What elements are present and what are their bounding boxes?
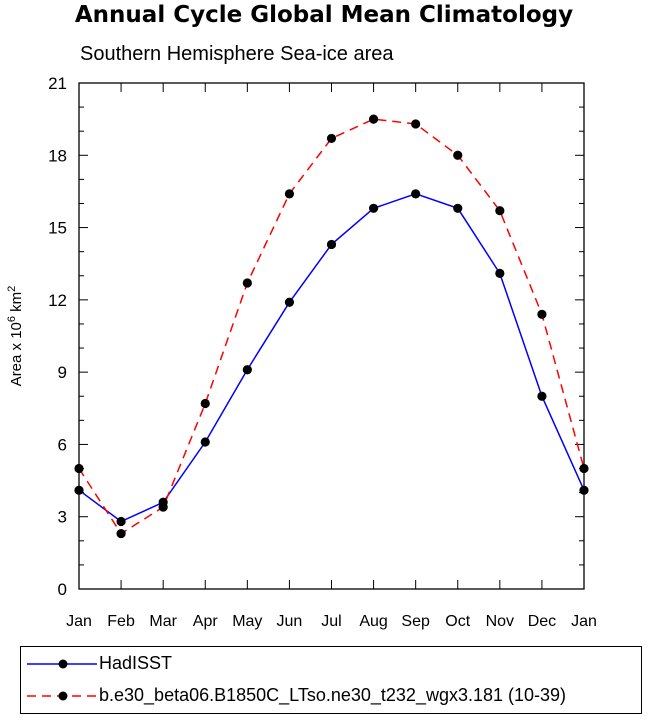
data-point-series-1	[326, 133, 337, 144]
data-point-series-0	[411, 189, 421, 199]
legend-label-hadisst: HadISST	[99, 653, 173, 673]
data-point-series-0	[537, 391, 547, 401]
chart-subtitle: Southern Hemisphere Sea-ice area	[80, 43, 394, 65]
x-tick-label: Jul	[321, 613, 341, 630]
data-point-series-1	[158, 502, 168, 512]
data-point-series-0	[453, 203, 463, 213]
data-point-series-0	[579, 485, 589, 495]
data-point-series-0	[495, 268, 505, 278]
data-point-series-1	[284, 189, 295, 199]
data-point-series-0	[284, 297, 295, 307]
data-point-series-1	[411, 119, 421, 129]
data-point-series-0	[326, 239, 337, 250]
x-tick-label: May	[232, 613, 262, 630]
data-point-series-1	[242, 278, 252, 288]
data-point-series-0	[368, 203, 379, 213]
data-point-series-1	[368, 114, 379, 124]
legend-item-model: b.e30_beta06.B1850C_LTso.ne30_t232_wgx3.…	[21, 681, 641, 711]
data-point-series-1	[495, 206, 505, 216]
plot-frame	[78, 82, 585, 590]
x-tick-label: Jan	[571, 613, 597, 630]
y-tick-label: 9	[58, 363, 67, 382]
x-tick-label: Jun	[277, 613, 303, 630]
x-tick-label: Dec	[528, 613, 556, 630]
x-tick-label: Apr	[193, 613, 219, 630]
chart-title: Annual Cycle Global Mean Climatology	[74, 2, 574, 28]
y-tick-label: 18	[48, 146, 67, 165]
legend-swatch-hadisst	[27, 659, 97, 669]
data-point-series-0	[200, 437, 210, 447]
series-line-1	[78, 118, 585, 535]
x-tick-label: Jan	[66, 613, 92, 630]
data-point-series-1	[579, 463, 589, 474]
y-tick-label: 15	[48, 219, 67, 238]
legend-swatch-model	[27, 691, 97, 701]
x-tick-label: Nov	[486, 613, 514, 630]
data-point-series-0	[116, 516, 126, 527]
data-point-series-0	[74, 485, 84, 495]
data-point-series-1	[453, 150, 463, 160]
x-tick-label: Sep	[401, 613, 430, 630]
y-tick-label: 3	[58, 508, 67, 527]
x-tick-label: Oct	[445, 613, 470, 630]
y-axis-label: Area x 106 km2	[6, 286, 25, 387]
y-tick-label: 6	[58, 435, 67, 454]
data-point-series-1	[74, 463, 84, 474]
data-point-series-0	[242, 365, 252, 375]
y-tick-label: 12	[48, 291, 67, 310]
data-point-series-1	[116, 528, 126, 539]
legend-item-hadisst: HadISST	[21, 649, 641, 679]
y-tick-label: 0	[58, 580, 67, 599]
x-tick-label: Aug	[359, 613, 387, 630]
y-tick-label: 21	[48, 74, 67, 93]
data-point-series-1	[537, 309, 547, 319]
x-tick-label: Feb	[107, 613, 135, 630]
x-tick-label: Mar	[149, 613, 177, 630]
legend: HadISST b.e30_beta06.B1850C_LTso.ne30_t2…	[20, 646, 642, 714]
line-chart: 0 3 6 9 12 15 18 21 Jan Feb Mar Apr May Jun Jul Aug Sep O…	[6, 74, 597, 630]
legend-label-model: b.e30_beta06.B1850C_LTso.ne30_t232_wgx3.…	[99, 685, 567, 705]
data-point-series-1	[200, 398, 210, 409]
